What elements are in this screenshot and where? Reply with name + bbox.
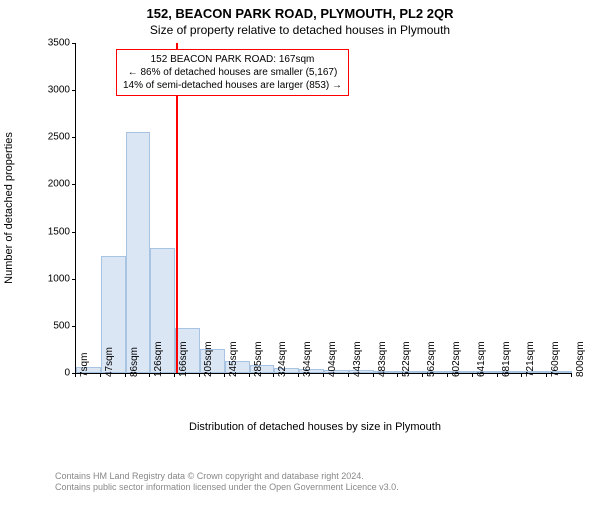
x-tick-mark (224, 373, 225, 377)
x-axis-label: Distribution of detached houses by size … (55, 421, 575, 433)
footer-line1: Contains HM Land Registry data © Crown c… (55, 471, 399, 483)
x-tick-mark (546, 373, 547, 377)
x-tick-mark (149, 373, 150, 377)
footer-line2: Contains public sector information licen… (55, 482, 399, 494)
x-tick-mark (249, 373, 250, 377)
y-tick-mark (72, 232, 76, 233)
histogram-chart: Number of detached properties 152 BEACON… (55, 43, 575, 413)
callout-line2: ← 86% of detached houses are smaller (5,… (123, 66, 342, 79)
x-tick-mark (323, 373, 324, 377)
y-tick-mark (72, 137, 76, 138)
x-tick-mark (397, 373, 398, 377)
x-tick-mark (422, 373, 423, 377)
y-tick-label: 1000 (36, 273, 70, 284)
x-tick-mark (100, 373, 101, 377)
x-tick-mark (348, 373, 349, 377)
y-tick-mark (72, 90, 76, 91)
x-tick-mark (521, 373, 522, 377)
y-tick-mark (72, 326, 76, 327)
page-subtitle: Size of property relative to detached ho… (0, 23, 600, 37)
x-tick-mark (75, 373, 76, 377)
y-tick-label: 500 (36, 320, 70, 331)
y-axis-label: Number of detached properties (3, 132, 15, 284)
x-tick-mark (273, 373, 274, 377)
x-tick-mark (373, 373, 374, 377)
y-tick-label: 3000 (36, 85, 70, 96)
callout-line1: 152 BEACON PARK ROAD: 167sqm (123, 53, 342, 66)
x-tick-mark (447, 373, 448, 377)
x-tick-mark (174, 373, 175, 377)
y-tick-mark (72, 279, 76, 280)
y-tick-mark (72, 43, 76, 44)
y-tick-label: 2500 (36, 132, 70, 143)
callout-box: 152 BEACON PARK ROAD: 167sqm ← 86% of de… (116, 49, 349, 96)
y-tick-label: 0 (36, 368, 70, 379)
x-tick-mark (199, 373, 200, 377)
x-tick-mark (571, 373, 572, 377)
y-tick-label: 1500 (36, 226, 70, 237)
footer-text: Contains HM Land Registry data © Crown c… (55, 471, 399, 494)
x-tick-mark (298, 373, 299, 377)
histogram-bar (126, 132, 151, 373)
y-tick-label: 3500 (36, 38, 70, 49)
page-title: 152, BEACON PARK ROAD, PLYMOUTH, PL2 2QR (0, 6, 600, 21)
callout-line3: 14% of semi-detached houses are larger (… (123, 79, 342, 92)
x-tick-mark (125, 373, 126, 377)
y-tick-mark (72, 184, 76, 185)
x-tick-mark (497, 373, 498, 377)
plot-area: 152 BEACON PARK ROAD: 167sqm ← 86% of de… (75, 43, 572, 374)
x-tick-mark (472, 373, 473, 377)
y-tick-label: 2000 (36, 179, 70, 190)
